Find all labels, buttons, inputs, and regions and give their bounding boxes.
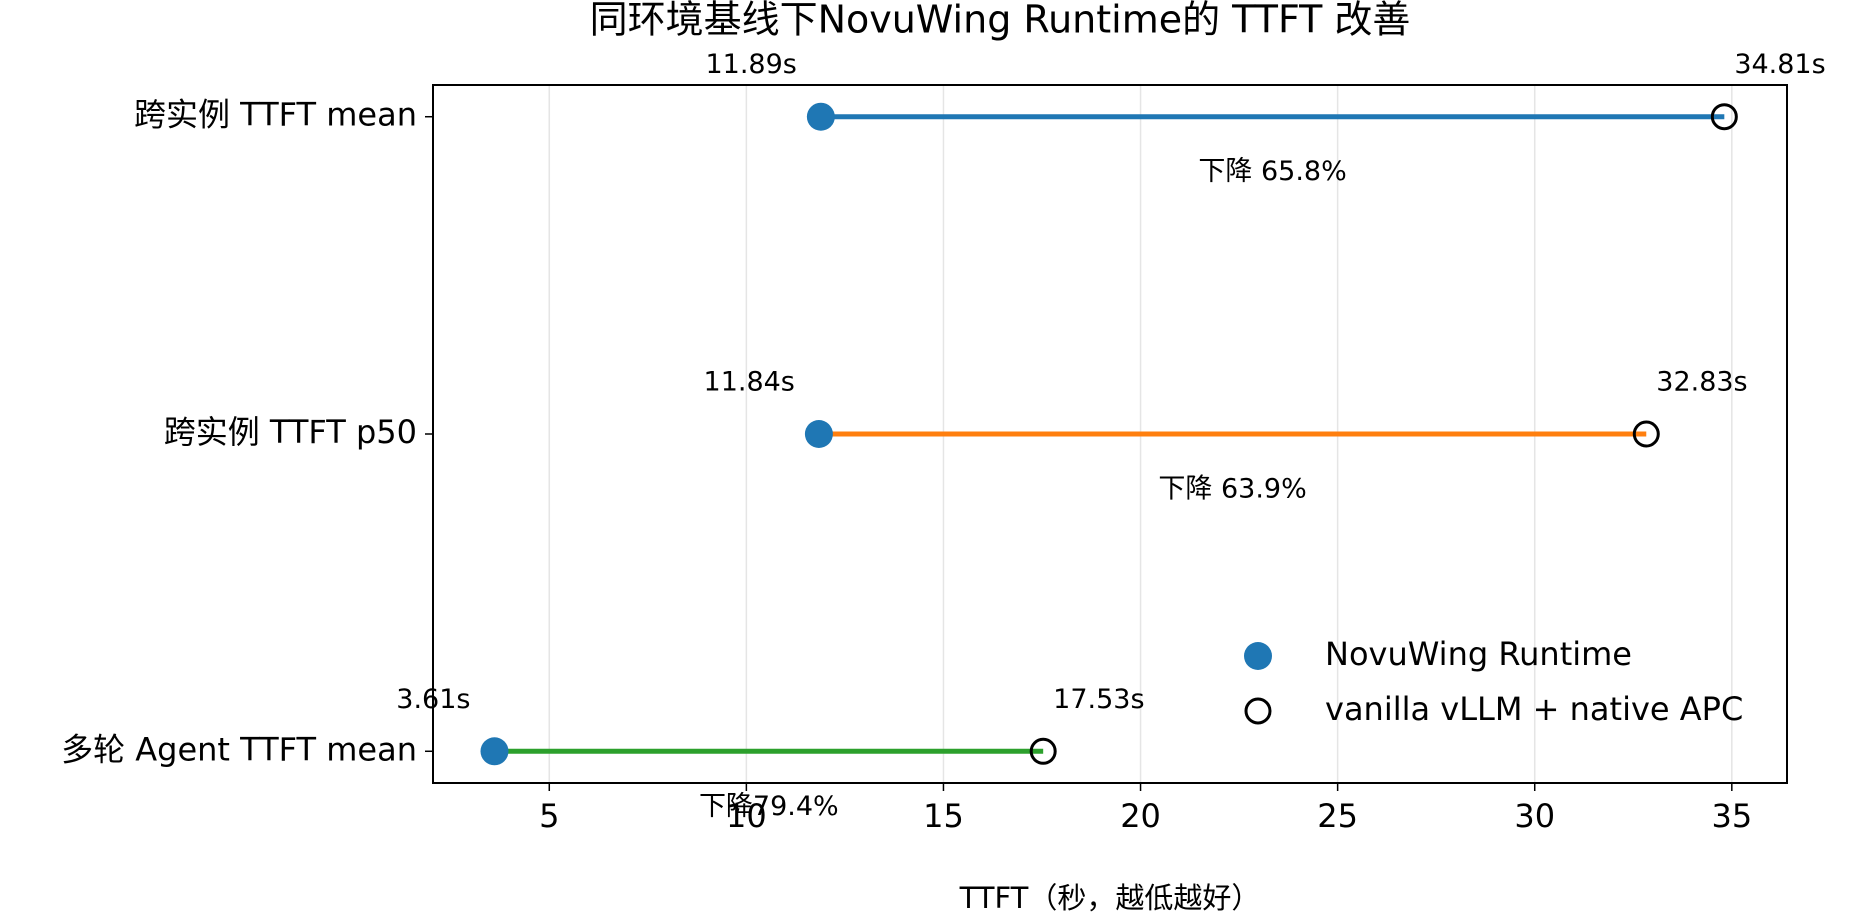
x-tick-label: 5 xyxy=(539,797,559,835)
legend-marker xyxy=(1244,642,1272,670)
point xyxy=(1029,737,1057,765)
value-label: 11.89s xyxy=(705,49,796,80)
legend-label: NovuWing Runtime xyxy=(1325,635,1632,673)
value-label: 32.83s xyxy=(1656,367,1747,398)
value-label: 3.61s xyxy=(396,684,470,715)
value-label: 17.53s xyxy=(1053,684,1144,715)
x-tick-label: 35 xyxy=(1711,797,1752,835)
value-label: 34.81s xyxy=(1734,49,1825,80)
annotation: 下降 63.9% xyxy=(1158,474,1306,505)
legend-label: vanilla vLLM + native APC xyxy=(1325,690,1743,728)
x-tick-label: 15 xyxy=(923,797,964,835)
point xyxy=(1710,103,1738,131)
x-tick-label: 10 xyxy=(726,797,767,835)
x-tick-label: 20 xyxy=(1120,797,1161,835)
x-axis-label: TTFT（秒，越低越好） xyxy=(959,881,1261,915)
point xyxy=(480,737,509,766)
y-tick-label: 跨实例 TTFT mean xyxy=(134,96,417,134)
x-tick-label: 25 xyxy=(1317,797,1358,835)
annotation: 下降79.4% xyxy=(699,791,839,822)
y-tick-label: 多轮 Agent TTFT mean xyxy=(61,730,417,768)
x-tick-label: 30 xyxy=(1514,797,1555,835)
y-tick-label: 跨实例 TTFT p50 xyxy=(164,413,417,451)
value-label: 11.84s xyxy=(704,367,795,398)
point xyxy=(806,102,835,131)
chart-title: 同环境基线下NovuWing Runtime的 TTFT 改善 xyxy=(590,0,1411,42)
point xyxy=(1632,420,1660,448)
point xyxy=(804,420,833,448)
legend-marker xyxy=(1244,697,1272,725)
annotation: 下降 65.8% xyxy=(1198,156,1346,187)
